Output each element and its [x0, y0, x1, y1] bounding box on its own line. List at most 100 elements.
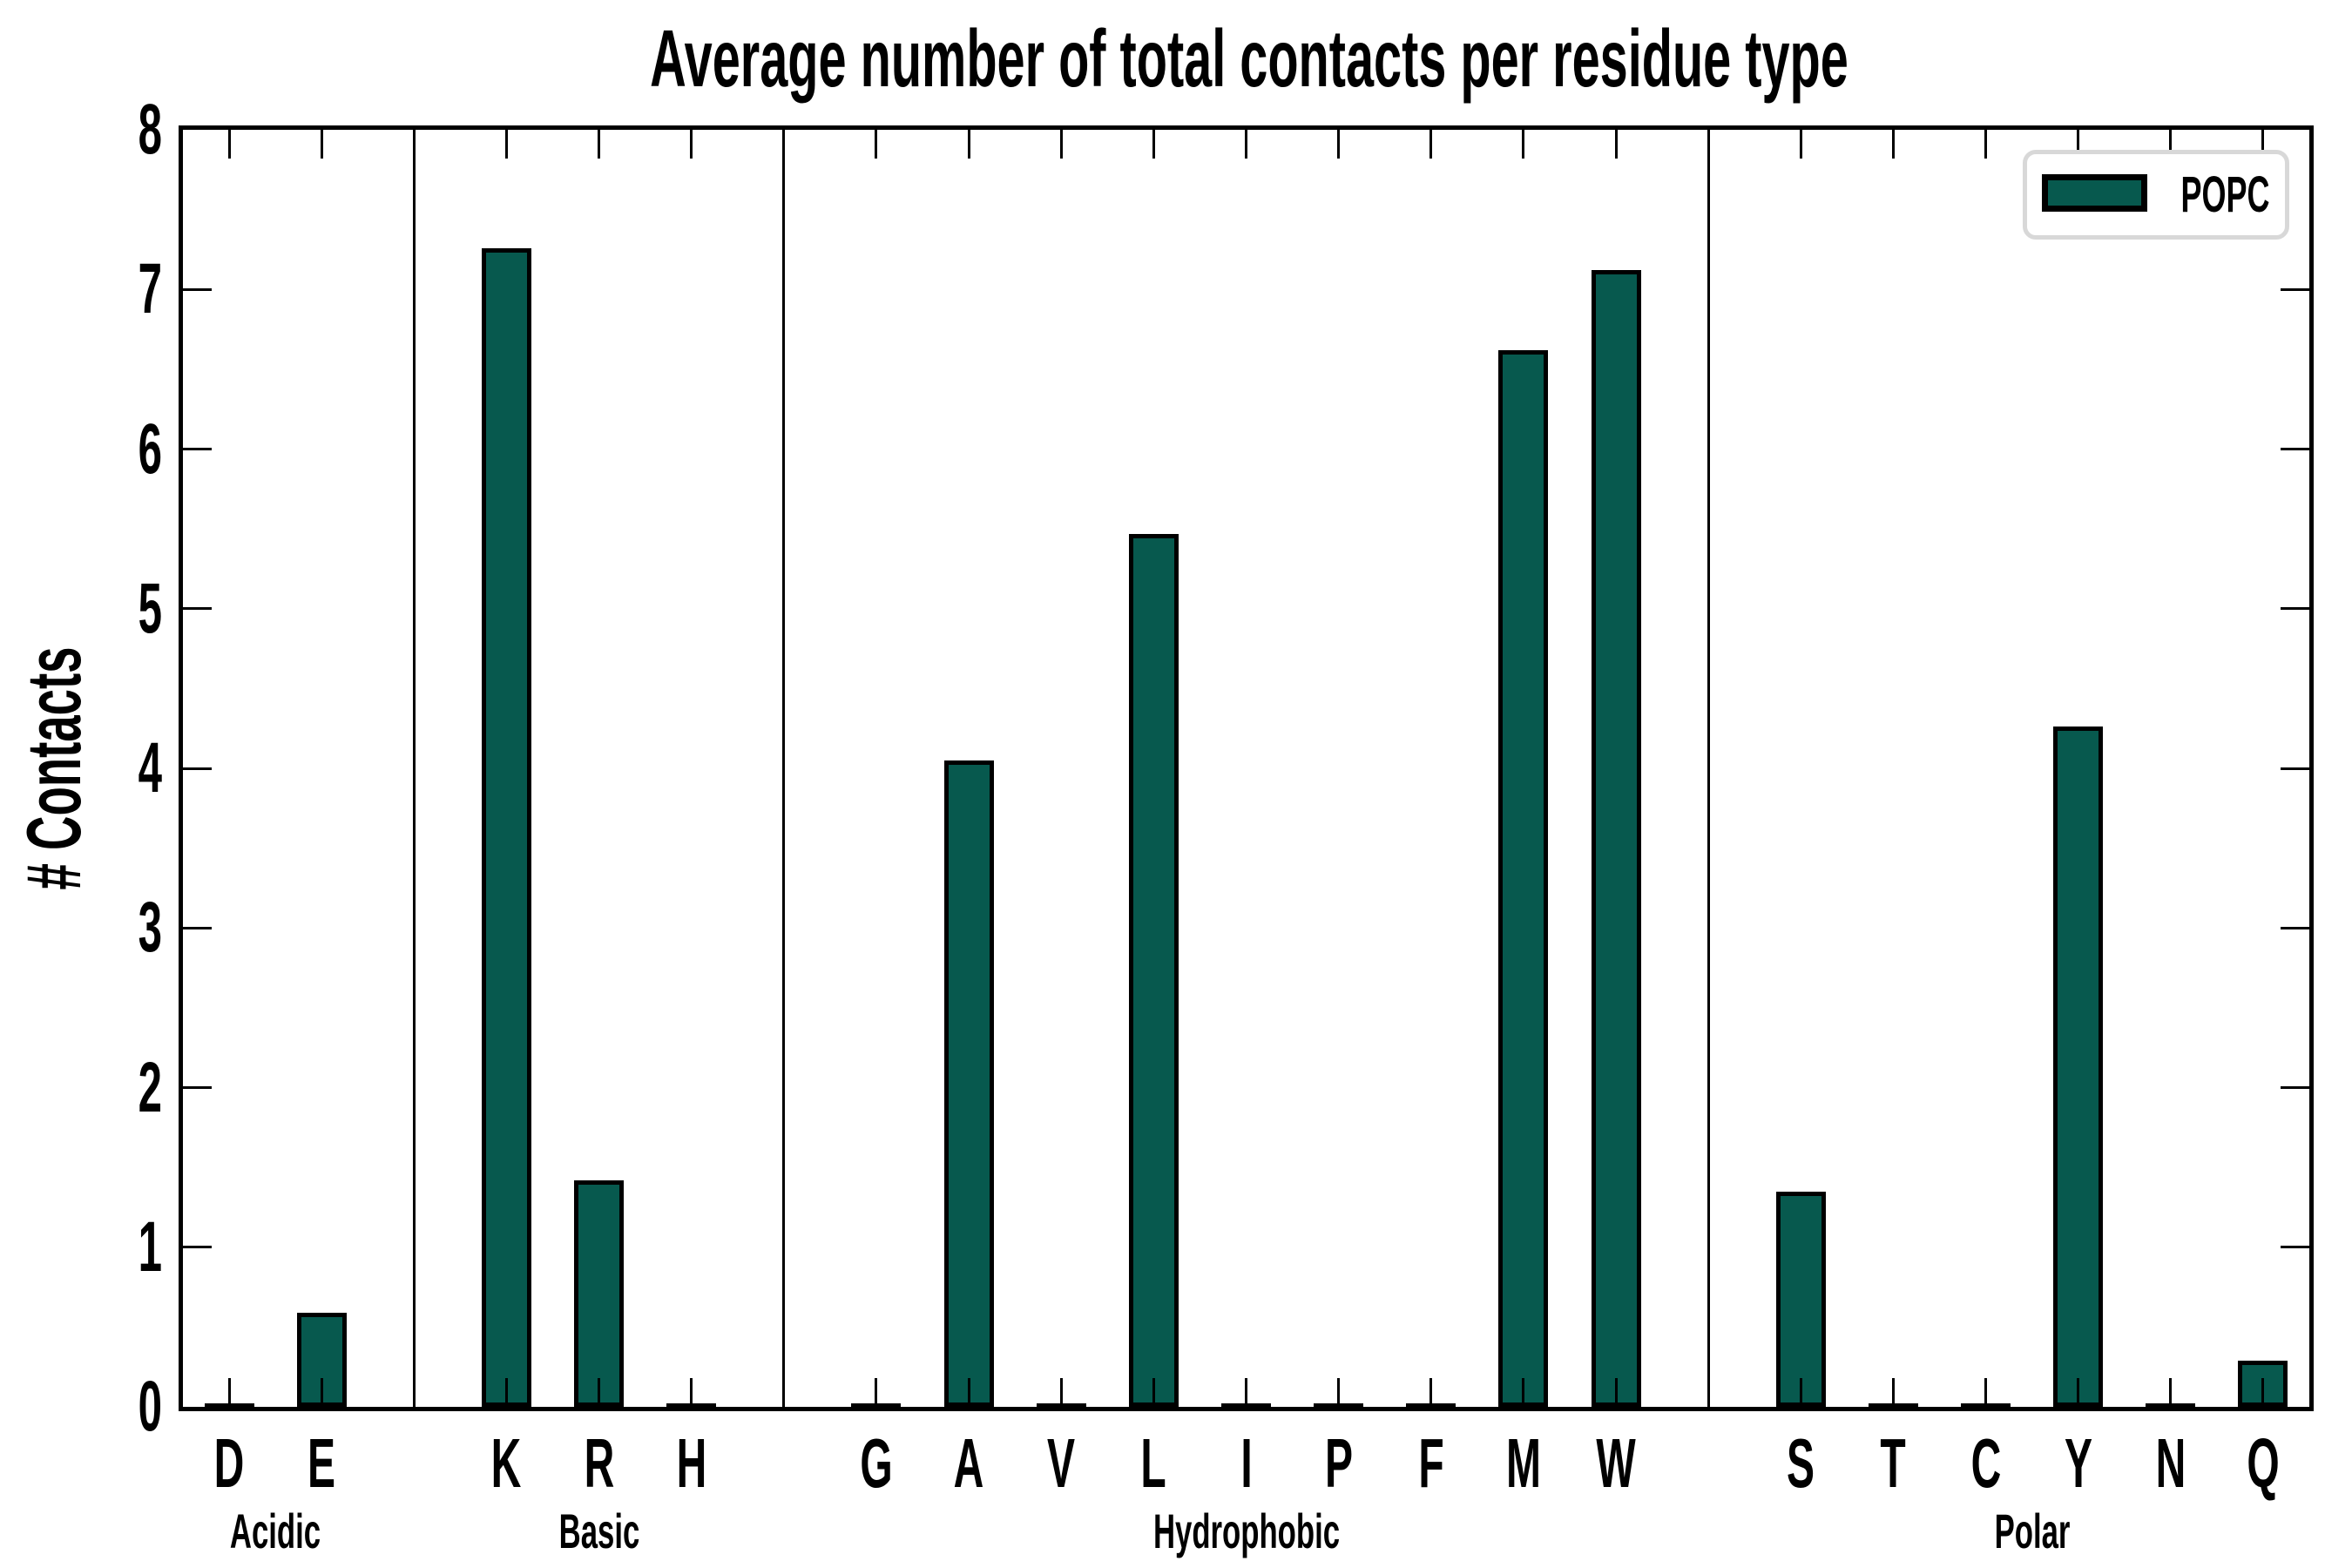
y-tick-left-6 — [183, 448, 212, 450]
x-tick-label-Y: Y — [2064, 1424, 2092, 1502]
x-tick-top-W — [1614, 130, 1618, 159]
group-label-acidic: Acidic — [230, 1504, 321, 1558]
x-tick-bottom-Y — [2077, 1378, 2080, 1407]
x-tick-top-N — [2169, 130, 2173, 159]
bar-R — [574, 1179, 625, 1407]
y-tick-label-6: 6 — [138, 409, 162, 489]
y-tick-left-1 — [183, 1246, 212, 1249]
group-label-basic: Basic — [558, 1504, 639, 1558]
y-tick-right-4 — [2281, 767, 2309, 770]
y-tick-label-7: 7 — [138, 249, 162, 329]
legend: POPC — [2023, 150, 2289, 240]
group-divider — [782, 130, 786, 1407]
x-tick-top-F — [1429, 130, 1433, 159]
y-tick-right-5 — [2281, 607, 2309, 611]
x-tick-label-S: S — [1787, 1424, 1815, 1502]
bar-A — [943, 760, 994, 1407]
y-tick-label-2: 2 — [138, 1047, 162, 1127]
y-tick-label-0: 0 — [138, 1367, 162, 1446]
x-tick-bottom-E — [320, 1378, 323, 1407]
y-tick-label-4: 4 — [138, 728, 162, 808]
x-tick-top-S — [1799, 130, 1802, 159]
bar-M — [1498, 349, 1549, 1407]
x-tick-label-N: N — [2155, 1424, 2186, 1502]
y-tick-label-1: 1 — [138, 1206, 162, 1287]
x-tick-label-I: I — [1240, 1424, 1253, 1502]
x-tick-top-E — [320, 130, 323, 159]
x-tick-bottom-K — [504, 1378, 508, 1407]
x-tick-bottom-W — [1614, 1378, 1618, 1407]
bar-K — [481, 247, 531, 1407]
y-tick-left-3 — [183, 926, 212, 929]
group-label-hydrophobic: Hydrophobic — [1152, 1504, 1340, 1558]
x-tick-bottom-L — [1152, 1378, 1155, 1407]
x-tick-bottom-V — [1059, 1378, 1063, 1407]
x-tick-label-E: E — [308, 1424, 336, 1502]
x-tick-bottom-D — [227, 1378, 231, 1407]
x-tick-top-C — [1984, 130, 1988, 159]
x-tick-label-F: F — [1418, 1424, 1444, 1502]
x-tick-bottom-F — [1429, 1378, 1433, 1407]
y-tick-left-4 — [183, 767, 212, 770]
x-tick-top-T — [1891, 130, 1895, 159]
x-tick-bottom-A — [967, 1378, 970, 1407]
bar-L — [1128, 533, 1179, 1407]
x-tick-top-L — [1152, 130, 1155, 159]
plot-area — [179, 125, 2314, 1411]
x-tick-top-P — [1337, 130, 1341, 159]
x-tick-label-M: M — [1505, 1424, 1541, 1502]
bar-W — [1591, 270, 1641, 1407]
x-tick-label-C: C — [1970, 1424, 2001, 1502]
y-tick-label-8: 8 — [138, 90, 162, 169]
y-tick-left-7 — [183, 287, 212, 291]
x-tick-label-D: D — [213, 1424, 245, 1502]
x-tick-label-H: H — [676, 1424, 707, 1502]
y-tick-right-6 — [2281, 448, 2309, 450]
y-tick-label-3: 3 — [138, 888, 162, 968]
x-tick-top-V — [1059, 130, 1063, 159]
y-tick-right-1 — [2281, 1246, 2309, 1249]
x-tick-bottom-P — [1337, 1378, 1341, 1407]
x-tick-label-V: V — [1047, 1424, 1076, 1502]
x-tick-bottom-Q — [2261, 1378, 2265, 1407]
chart-title: Average number of total contacts per res… — [650, 13, 1848, 104]
x-tick-label-P: P — [1324, 1424, 1353, 1502]
x-tick-label-L: L — [1140, 1424, 1167, 1502]
group-label-polar: Polar — [1994, 1504, 2071, 1558]
y-tick-left-2 — [183, 1086, 212, 1089]
x-tick-top-K — [504, 130, 508, 159]
x-tick-top-I — [1245, 130, 1247, 159]
group-divider — [1707, 130, 1710, 1407]
x-tick-top-H — [690, 130, 693, 159]
x-tick-bottom-S — [1799, 1378, 1802, 1407]
x-tick-top-Y — [2077, 130, 2080, 159]
x-tick-bottom-G — [875, 1378, 878, 1407]
x-tick-bottom-I — [1245, 1378, 1247, 1407]
x-tick-label-K: K — [491, 1424, 522, 1502]
x-tick-top-G — [875, 130, 878, 159]
x-tick-top-M — [1522, 130, 1525, 159]
x-tick-top-R — [598, 130, 601, 159]
bar-S — [1775, 1191, 1826, 1407]
y-tick-left-5 — [183, 607, 212, 611]
y-tick-right-7 — [2281, 287, 2309, 291]
y-tick-right-2 — [2281, 1086, 2309, 1089]
x-tick-label-T: T — [1880, 1424, 1907, 1502]
x-tick-top-A — [967, 130, 970, 159]
x-tick-bottom-T — [1891, 1378, 1895, 1407]
bar-Y — [2053, 727, 2104, 1407]
y-tick-label-5: 5 — [138, 568, 162, 648]
group-divider — [412, 130, 416, 1407]
y-tick-right-3 — [2281, 926, 2309, 929]
x-tick-label-W: W — [1596, 1424, 1636, 1502]
x-tick-top-Q — [2261, 130, 2265, 159]
x-tick-bottom-N — [2169, 1378, 2173, 1407]
x-tick-bottom-H — [690, 1378, 693, 1407]
x-tick-top-D — [227, 130, 231, 159]
legend-swatch-popc — [2042, 174, 2147, 212]
x-tick-label-A: A — [953, 1424, 984, 1502]
x-tick-label-R: R — [584, 1424, 614, 1502]
legend-label: POPC — [2180, 166, 2270, 223]
x-tick-label-Q: Q — [2247, 1424, 2280, 1502]
